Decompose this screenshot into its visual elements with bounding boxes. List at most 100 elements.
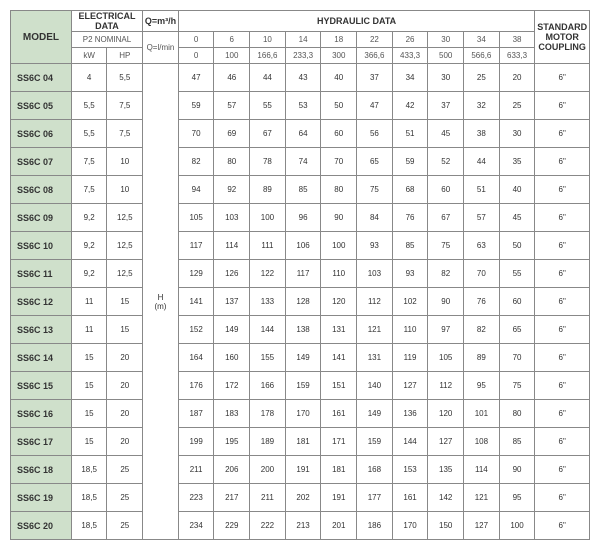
head-cell: 75 <box>428 232 464 260</box>
table-row: SS6C 1918,525223217211202191177161142121… <box>11 484 590 512</box>
head-cell: 127 <box>392 372 428 400</box>
head-cell: 67 <box>428 204 464 232</box>
head-cell: 78 <box>250 148 286 176</box>
flow-m3h-3: 14 <box>285 32 321 48</box>
head-cell: 149 <box>214 316 250 344</box>
hp-cell: 15 <box>107 288 143 316</box>
head-cell: 112 <box>428 372 464 400</box>
kw-cell: 4 <box>71 64 107 92</box>
head-cell: 108 <box>464 428 500 456</box>
flow-m3h-7: 30 <box>428 32 464 48</box>
kw-cell: 9,2 <box>71 232 107 260</box>
head-cell: 69 <box>214 120 250 148</box>
kw-cell: 5,5 <box>71 120 107 148</box>
coupling-cell: 6" <box>535 92 590 120</box>
flow-lmin-1: 100 <box>214 48 250 64</box>
head-cell: 102 <box>392 288 428 316</box>
flow-m3h-9: 38 <box>499 32 535 48</box>
head-cell: 191 <box>285 456 321 484</box>
head-cell: 133 <box>250 288 286 316</box>
kw-cell: 18,5 <box>71 456 107 484</box>
head-cell: 70 <box>464 260 500 288</box>
coupling-cell: 6" <box>535 64 590 92</box>
head-cell: 92 <box>214 176 250 204</box>
head-cell: 155 <box>250 344 286 372</box>
head-cell: 89 <box>464 344 500 372</box>
head-cell: 131 <box>357 344 393 372</box>
flow-lmin-5: 366,6 <box>357 48 393 64</box>
head-cell: 168 <box>357 456 393 484</box>
kw-cell: 15 <box>71 344 107 372</box>
head-cell: 53 <box>285 92 321 120</box>
head-cell: 195 <box>214 428 250 456</box>
head-cell: 177 <box>357 484 393 512</box>
head-cell: 55 <box>499 260 535 288</box>
head-cell: 144 <box>250 316 286 344</box>
head-cell: 151 <box>321 372 357 400</box>
table-row: SS6C 15152017617216615915114012711295756… <box>11 372 590 400</box>
table-row: SS6C 17152019919518918117115914412710885… <box>11 428 590 456</box>
head-cell: 183 <box>214 400 250 428</box>
head-cell: 110 <box>321 260 357 288</box>
kw-cell: 9,2 <box>71 260 107 288</box>
kw-cell: 18,5 <box>71 512 107 540</box>
head-cell: 159 <box>285 372 321 400</box>
hp-cell: 12,5 <box>107 204 143 232</box>
head-cell: 117 <box>285 260 321 288</box>
head-cell: 70 <box>178 120 214 148</box>
head-cell: 90 <box>321 204 357 232</box>
head-cell: 201 <box>321 512 357 540</box>
head-cell: 90 <box>499 456 535 484</box>
head-cell: 44 <box>464 148 500 176</box>
head-cell: 153 <box>392 456 428 484</box>
coupling-cell: 6" <box>535 512 590 540</box>
head-cell: 202 <box>285 484 321 512</box>
table-row: SS6C 2018,525234229222213201186170150127… <box>11 512 590 540</box>
head-cell: 70 <box>499 344 535 372</box>
table-row: SS6C 109,212,511711411110610093857563506… <box>11 232 590 260</box>
head-cell: 80 <box>321 176 357 204</box>
kw-cell: 15 <box>71 428 107 456</box>
flow-m3h-4: 18 <box>321 32 357 48</box>
coupling-cell: 6" <box>535 204 590 232</box>
head-cell: 103 <box>214 204 250 232</box>
head-cell: 65 <box>357 148 393 176</box>
head-cell: 85 <box>499 428 535 456</box>
head-cell: 95 <box>464 372 500 400</box>
head-cell: 56 <box>357 120 393 148</box>
head-cell: 25 <box>499 92 535 120</box>
hp-cell: 20 <box>107 372 143 400</box>
head-cell: 30 <box>499 120 535 148</box>
head-cell: 234 <box>178 512 214 540</box>
coupling-cell: 6" <box>535 428 590 456</box>
hp-cell: 7,5 <box>107 92 143 120</box>
head-cell: 51 <box>464 176 500 204</box>
head-cell: 95 <box>499 484 535 512</box>
flow-lmin-0: 0 <box>178 48 214 64</box>
header-q-m3h: Q=m³/h <box>143 11 179 32</box>
head-cell: 170 <box>392 512 428 540</box>
head-cell: 46 <box>214 64 250 92</box>
head-cell: 100 <box>321 232 357 260</box>
model-cell: SS6C 18 <box>11 456 72 484</box>
head-cell: 103 <box>357 260 393 288</box>
model-cell: SS6C 11 <box>11 260 72 288</box>
head-cell: 40 <box>321 64 357 92</box>
head-cell: 34 <box>392 64 428 92</box>
head-cell: 106 <box>285 232 321 260</box>
hp-cell: 25 <box>107 456 143 484</box>
head-cell: 176 <box>178 372 214 400</box>
head-cell: 57 <box>214 92 250 120</box>
head-cell: 181 <box>285 428 321 456</box>
pump-spec-table: MODEL ELECTRICAL DATA Q=m³/h HYDRAULIC D… <box>10 10 590 540</box>
kw-cell: 11 <box>71 316 107 344</box>
flow-lmin-7: 500 <box>428 48 464 64</box>
head-cell: 200 <box>250 456 286 484</box>
head-cell: 159 <box>357 428 393 456</box>
head-cell: 105 <box>428 344 464 372</box>
hp-cell: 10 <box>107 176 143 204</box>
header-hydraulic: HYDRAULIC DATA <box>178 11 535 32</box>
head-cell: 100 <box>250 204 286 232</box>
flow-lmin-6: 433,3 <box>392 48 428 64</box>
table-row: SS6C 16152018718317817016114913612010180… <box>11 400 590 428</box>
